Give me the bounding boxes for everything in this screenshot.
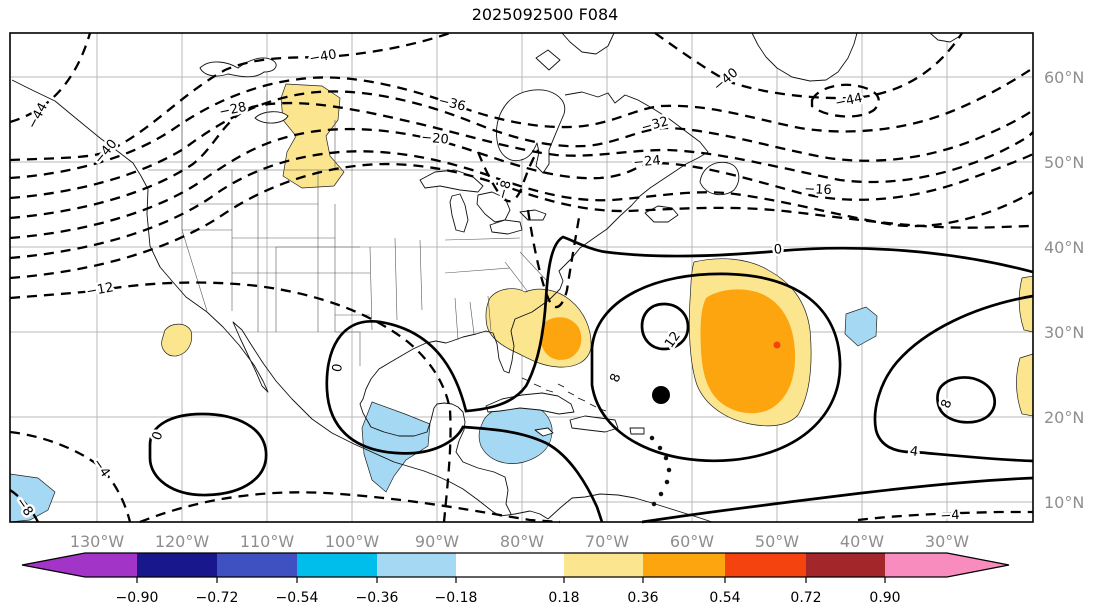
contour-label: −36	[437, 93, 467, 114]
arctic-island-ne	[930, 33, 962, 42]
colorbar-segment	[377, 553, 456, 577]
lon-tick-label: 30°W	[925, 532, 969, 551]
colorbar-segment	[297, 553, 377, 577]
blue-patch-mid-atlantic	[845, 307, 877, 346]
lon-tick-label: 40°W	[840, 532, 884, 551]
puerto-rico	[630, 428, 644, 434]
contour-label: 0	[773, 242, 782, 258]
colorbar: −0.90 −0.72 −0.54 −0.36 −0.18 0.18 0.36 0.54 0.7…	[22, 553, 1009, 606]
lat-tick-label: 30°N	[1044, 323, 1084, 342]
labrador-coast	[565, 92, 708, 205]
colorbar-segment	[725, 553, 806, 577]
great-slave-lake	[255, 112, 288, 123]
contour-label: 0	[150, 430, 167, 443]
red-spot-atlantic	[774, 342, 781, 349]
contour-label: −12	[85, 280, 115, 300]
blue-patch-campeche	[362, 402, 430, 492]
lon-tick-label: 110°W	[240, 532, 295, 551]
lat-tick-label: 10°N	[1044, 493, 1084, 512]
lon-tick-label: 100°W	[325, 532, 380, 551]
contour-zero-bottom-right	[642, 478, 1033, 522]
contour-label: −28	[218, 100, 248, 120]
nova-scotia	[645, 206, 678, 222]
contour-label: −44	[834, 91, 864, 111]
colorbar-tick-label: −0.36	[356, 590, 399, 606]
contour-label: 4	[909, 444, 919, 460]
colorbar-tick-label: 0.72	[790, 590, 821, 606]
yellow-patch-prairies	[281, 84, 344, 188]
contour-label: 0	[330, 363, 346, 374]
colorbar-tick-label: −0.18	[435, 590, 478, 606]
colorbar-segment	[885, 553, 947, 577]
colorbar-segment	[137, 553, 217, 577]
colorbar-tick-label: 0.54	[709, 590, 740, 606]
colorbar-segment	[564, 553, 643, 577]
plot-title: 2025092500 F084	[472, 5, 619, 24]
yellow-patch-baja	[162, 324, 192, 356]
greenland-coast	[752, 33, 857, 81]
blue-patch-sw-corner	[10, 474, 55, 522]
colorbar-tick-label: 0.36	[627, 590, 658, 606]
panama-coast	[500, 511, 548, 519]
colorbar-segment	[85, 553, 137, 577]
lon-tick-label: 50°W	[755, 532, 799, 551]
colorbar-tick-label: −0.90	[116, 590, 159, 606]
contour-label: −16	[804, 182, 832, 198]
lake-ontario	[520, 210, 546, 220]
lon-tick-label: 120°W	[155, 532, 210, 551]
lesser-antilles	[650, 436, 671, 506]
baffin-island	[562, 33, 614, 54]
contour-label: −44	[25, 100, 51, 131]
contour-label: −40	[308, 47, 338, 67]
colorbar-segment	[806, 553, 885, 577]
lat-tick-label: 40°N	[1044, 238, 1084, 257]
lake-michigan	[450, 194, 468, 232]
lat-tick-label: 60°N	[1044, 68, 1084, 87]
great-bear-lake	[200, 58, 276, 77]
yellow-patch-right-edge-upper	[1019, 276, 1033, 332]
weather-contour-figure: 2025092500 F084	[0, 0, 1105, 615]
colorbar-right-arrow	[947, 553, 1009, 577]
map-canvas: 2025092500 F084	[0, 0, 1105, 615]
contour-label: −40	[711, 65, 742, 94]
south-america-coast	[548, 494, 712, 522]
southampton-island	[536, 50, 560, 70]
contour-label: −20	[421, 130, 450, 147]
colorbar-tick-label: −0.72	[196, 590, 239, 606]
lon-tick-label: 60°W	[670, 532, 714, 551]
longitude-tick-labels: 130°W 120°W 110°W 100°W 90°W 80°W 70°W 60°W 50°W…	[70, 532, 969, 551]
contour-zero-main	[327, 237, 1033, 522]
lon-tick-label: 130°W	[70, 532, 125, 551]
colorbar-tick-label: 0.18	[548, 590, 579, 606]
lat-tick-label: 20°N	[1044, 408, 1084, 427]
solid-positive-contours	[150, 237, 1033, 522]
contour-label: −24	[633, 153, 662, 170]
contour-label: 8	[608, 372, 625, 385]
lat-tick-label: 50°N	[1044, 153, 1084, 172]
contour-minus4-bottom-mid	[140, 492, 560, 522]
contour-label: −32	[640, 114, 670, 136]
colorbar-segment	[643, 553, 725, 577]
orange-core-se-coast	[540, 317, 581, 360]
contour-zero-pacific-closed	[150, 414, 266, 495]
lon-tick-label: 90°W	[415, 532, 459, 551]
colorbar-left-arrow	[22, 553, 85, 577]
lon-tick-label: 80°W	[500, 532, 544, 551]
lake-superior	[420, 170, 483, 192]
yellow-patch-right-edge-lower	[1016, 354, 1033, 416]
colorbar-tick-label: 0.90	[869, 590, 900, 606]
hudson-bay	[497, 90, 565, 173]
colorbar-segment	[456, 553, 564, 577]
lon-tick-label: 70°W	[585, 532, 629, 551]
latitude-tick-labels: 60°N 50°N 40°N 30°N 20°N 10°N	[1044, 68, 1084, 512]
contour-label: −8	[495, 179, 514, 201]
storm-position-dot	[652, 386, 670, 404]
colorbar-tick-label: −0.54	[276, 590, 319, 606]
newfoundland-island	[700, 162, 739, 194]
colorbar-segment	[217, 553, 297, 577]
